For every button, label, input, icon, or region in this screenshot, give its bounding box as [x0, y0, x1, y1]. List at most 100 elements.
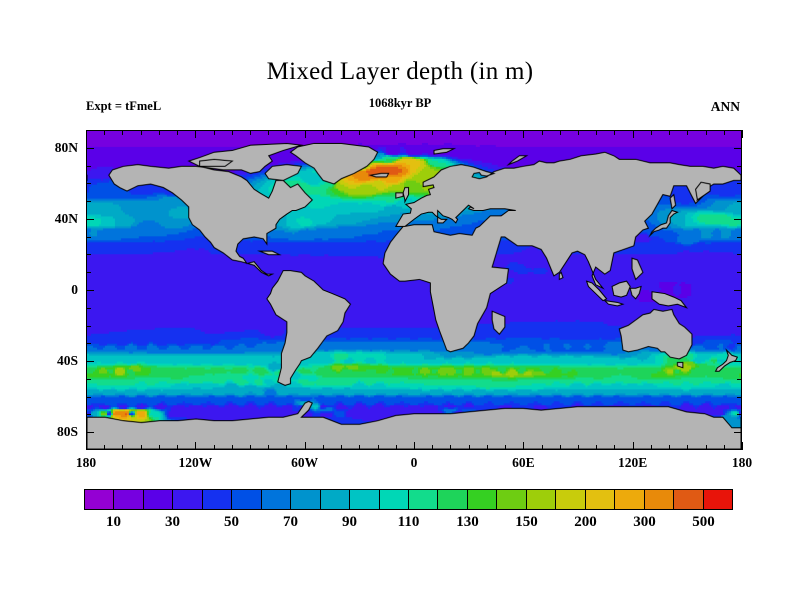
x-tick: [505, 130, 506, 135]
x-tick: [286, 130, 287, 135]
x-tick: [396, 130, 397, 135]
chart-subtitle: 1068kyr BP: [368, 96, 432, 110]
colorbar-cell: [379, 490, 409, 509]
x-tick: [633, 130, 634, 138]
colorbar-cell: [173, 490, 203, 509]
x-tick: [177, 445, 178, 450]
x-tick: [359, 445, 360, 450]
x-axis-label: 180: [731, 455, 753, 470]
colorbar-cell: [85, 490, 115, 509]
x-axis-label: 60E: [512, 455, 535, 470]
x-tick: [268, 445, 269, 450]
x-tick: [378, 445, 379, 450]
y-tick: [737, 237, 742, 238]
x-tick: [122, 130, 123, 135]
x-tick: [742, 130, 743, 138]
y-tick: [734, 361, 742, 362]
x-tick: [687, 445, 688, 450]
colorbar-tick-label: 130: [456, 514, 479, 530]
x-tick: [487, 445, 488, 450]
x-axis-label: 120W: [178, 455, 213, 470]
x-tick: [596, 445, 597, 450]
y-tick: [737, 201, 742, 202]
experiment-label: Expt = tFmeL: [86, 99, 162, 113]
y-tick: [86, 432, 94, 433]
x-tick: [578, 445, 579, 450]
colorbar: [84, 489, 733, 510]
x-tick: [687, 130, 688, 135]
colorbar-tick-label: 30: [165, 514, 180, 530]
y-tick: [86, 183, 91, 184]
season-label: ANN: [710, 99, 740, 114]
y-tick: [737, 183, 742, 184]
y-tick: [737, 166, 742, 167]
x-axis-label: 0: [410, 455, 418, 470]
chart-title: Mixed Layer depth (in m): [266, 58, 534, 85]
colorbar-tick-label: 500: [692, 514, 715, 530]
colorbar-cell: [232, 490, 262, 509]
y-tick: [734, 290, 742, 291]
colorbar-cell: [703, 490, 732, 509]
colorbar-cell: [350, 490, 380, 509]
x-tick: [560, 445, 561, 450]
x-tick: [323, 130, 324, 135]
x-tick: [487, 130, 488, 135]
x-tick: [159, 445, 160, 450]
x-tick: [341, 130, 342, 135]
x-tick: [159, 130, 160, 135]
x-tick: [560, 130, 561, 135]
x-tick: [614, 445, 615, 450]
colorbar-cell: [291, 490, 321, 509]
x-tick: [177, 130, 178, 135]
y-tick: [86, 272, 91, 273]
x-tick: [614, 130, 615, 135]
x-tick: [505, 445, 506, 450]
x-tick: [724, 130, 725, 135]
colorbar-cell: [674, 490, 704, 509]
colorbar-cell: [585, 490, 616, 509]
y-tick: [737, 397, 742, 398]
colorbar-tick-label: 110: [397, 514, 420, 530]
y-tick: [86, 166, 91, 167]
colorbar-cell: [615, 490, 645, 509]
x-tick: [669, 445, 670, 450]
y-tick: [737, 343, 742, 344]
colorbar-cell: [467, 490, 498, 509]
x-tick: [214, 130, 215, 135]
y-tick: [86, 379, 91, 380]
colorbar-tick-label: 10: [106, 514, 121, 530]
x-tick: [141, 445, 142, 450]
x-tick: [232, 130, 233, 135]
x-tick: [414, 130, 415, 138]
x-tick: [542, 445, 543, 450]
colorbar-cell: [114, 490, 144, 509]
x-tick: [450, 130, 451, 135]
x-tick: [286, 445, 287, 450]
x-tick: [651, 130, 652, 135]
colorbar-cell: [202, 490, 233, 509]
x-tick: [250, 445, 251, 450]
colorbar-tick-label: 300: [633, 514, 656, 530]
y-tick: [86, 237, 91, 238]
colorbar-cell: [408, 490, 439, 509]
x-tick: [141, 130, 142, 135]
x-axis-label: 120E: [618, 455, 648, 470]
x-tick: [359, 130, 360, 135]
x-tick: [523, 442, 524, 450]
x-tick: [122, 445, 123, 450]
y-axis-label: 80S: [56, 424, 78, 440]
y-tick: [734, 148, 742, 149]
x-tick: [414, 442, 415, 450]
colorbar-tick-label: 70: [283, 514, 298, 530]
y-tick: [737, 414, 742, 415]
colorbar-cell: [143, 490, 174, 509]
colorbar-tick-label: 150: [515, 514, 538, 530]
mixed-layer-depth-heatmap: [87, 131, 741, 449]
colorbar-cell: [320, 490, 351, 509]
x-tick: [214, 445, 215, 450]
x-tick: [104, 445, 105, 450]
x-tick: [378, 130, 379, 135]
y-tick: [86, 308, 91, 309]
y-tick: [737, 326, 742, 327]
